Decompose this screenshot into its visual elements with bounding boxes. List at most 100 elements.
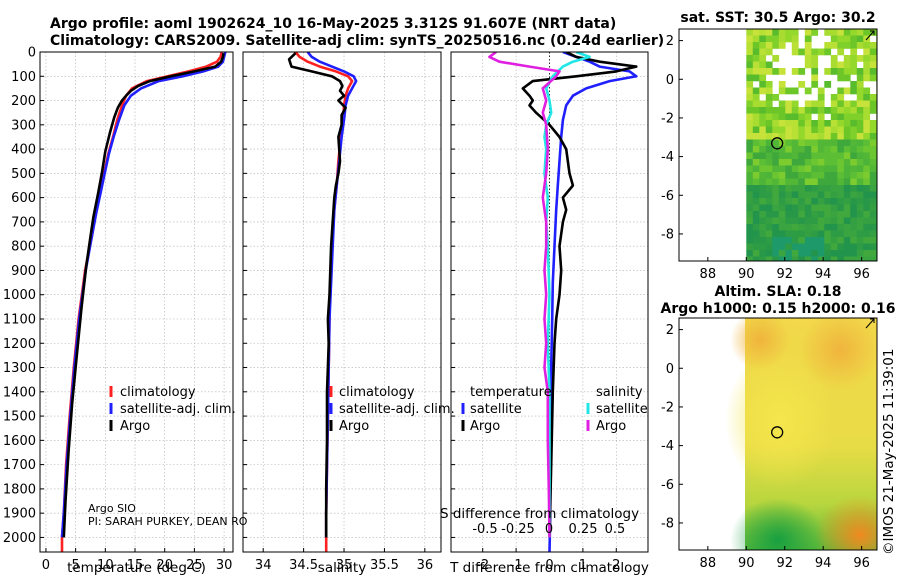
sst-cell <box>856 243 864 251</box>
sst-cell <box>824 243 832 251</box>
sst-cell <box>837 159 845 166</box>
sst-cell <box>752 120 760 127</box>
sst-cell <box>869 68 877 75</box>
sst-cell <box>759 48 767 56</box>
sst-cell <box>817 256 825 261</box>
sst-cell <box>798 48 806 56</box>
sst-cell <box>850 159 858 166</box>
map-y-tick-label: 2 <box>666 34 674 49</box>
sst-cell <box>791 211 799 218</box>
sst-cell <box>817 243 825 251</box>
sst-cell <box>752 230 760 238</box>
sst-cell <box>843 224 851 231</box>
x-tick-label: -1 <box>510 558 523 573</box>
sst-cell <box>863 126 871 134</box>
sst-cell <box>765 133 773 140</box>
sst-cell <box>752 152 760 160</box>
sst-cell <box>746 172 754 179</box>
sst-cell <box>843 211 851 218</box>
sst-cell <box>798 224 806 231</box>
sst-cell <box>791 87 799 95</box>
sst-cell <box>830 256 838 261</box>
sst-cell <box>856 159 864 166</box>
title-line-1: Argo profile: aoml 1902624_10 16-May-202… <box>50 16 616 32</box>
sst-cell <box>746 230 754 238</box>
sst-cell <box>765 48 773 56</box>
sst-cell <box>765 87 773 95</box>
sst-cell <box>798 211 806 218</box>
inner-x-tick-label: 0 <box>545 522 553 537</box>
x-tick-label: 1 <box>579 558 587 573</box>
sst-cell <box>746 120 754 127</box>
sst-cell <box>791 224 799 231</box>
sst-cell <box>785 87 793 95</box>
sst-cell <box>752 243 760 251</box>
sst-cell <box>798 113 806 121</box>
sst-cell <box>804 29 812 36</box>
sst-cell <box>752 94 760 101</box>
sst-map: 88 90 92 94 96 -8 -6 -4 -2 0 2 <box>661 28 878 282</box>
sst-cell <box>759 100 767 108</box>
sst-cell <box>765 217 773 225</box>
y-tick-label: 1700 <box>3 458 36 473</box>
sst-cell <box>869 237 877 244</box>
sst-cell <box>765 100 773 108</box>
sst-cell <box>752 61 760 69</box>
sst-cell <box>830 55 838 62</box>
sst-cell <box>837 139 845 147</box>
sst-cell <box>804 230 812 238</box>
sst-cell <box>869 107 877 114</box>
sst-cell <box>837 217 845 225</box>
sst-cell <box>785 211 793 218</box>
sst-cell <box>746 68 754 75</box>
sst-cell <box>772 120 780 127</box>
legend-label-climatology: climatology <box>120 385 196 400</box>
sst-cell <box>759 87 767 95</box>
sst-cell <box>759 211 767 218</box>
sst-cell <box>785 191 793 199</box>
sst-cell <box>843 217 851 225</box>
sst-cell <box>869 55 877 62</box>
sst-cell <box>856 120 864 127</box>
y-tick-label: 1400 <box>3 385 36 400</box>
sst-cell <box>837 35 845 43</box>
sst-cell <box>863 204 871 212</box>
sst-cell <box>772 126 780 134</box>
sst-cell <box>778 100 786 108</box>
sst-cell <box>843 178 851 186</box>
sst-cell <box>830 237 838 244</box>
sst-cell <box>811 217 819 225</box>
sst-cell <box>824 230 832 238</box>
sst-cell <box>824 211 832 218</box>
x-tick-label: 0 <box>545 558 553 573</box>
sst-cell <box>778 126 786 134</box>
sst-cell <box>785 198 793 205</box>
map-x-tick-label: 94 <box>815 556 832 571</box>
series-line-argo <box>287 52 347 538</box>
sst-cell <box>759 185 767 192</box>
sst-cell <box>843 250 851 257</box>
sst-cell <box>824 42 832 49</box>
sst-cell <box>824 172 832 179</box>
sst-cell <box>772 217 780 225</box>
sst-cell <box>863 152 871 160</box>
sst-cell <box>824 159 832 166</box>
sst-cell <box>798 68 806 75</box>
sst-cell <box>869 204 877 212</box>
sst-cell <box>863 217 871 225</box>
sst-cell <box>798 152 806 160</box>
sst-cell <box>752 256 760 261</box>
sst-cell <box>798 146 806 153</box>
sst-cell <box>798 120 806 127</box>
sst-cell <box>850 55 858 62</box>
sst-cell <box>850 107 858 114</box>
sst-cell <box>785 224 793 231</box>
sst-cell <box>791 133 799 140</box>
sst-cell <box>817 139 825 147</box>
sst-cell <box>759 146 767 153</box>
x-tick-label: 5 <box>71 558 79 573</box>
sst-cell <box>746 198 754 205</box>
sst-cell <box>843 126 851 134</box>
sst-cell <box>765 120 773 127</box>
sst-cell <box>785 165 793 173</box>
